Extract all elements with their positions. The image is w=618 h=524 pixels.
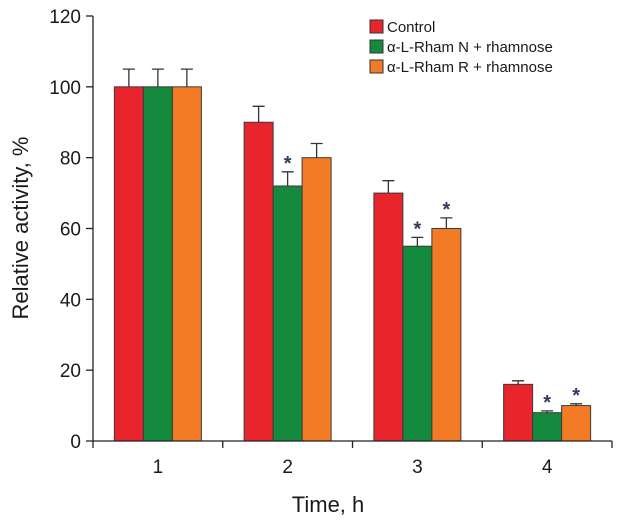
error-bar	[411, 236, 424, 247]
legend-label: Control	[387, 19, 435, 36]
legend-swatch	[369, 59, 384, 74]
error-bar	[180, 68, 193, 87]
error-bar	[512, 380, 525, 385]
y-axis-title: Relative activity, %	[8, 137, 33, 320]
significance-markers-group: * * * * *	[284, 153, 581, 414]
error-bar	[281, 171, 294, 186]
x-tick-label: 1	[153, 457, 164, 478]
x-axis-title: Time, h	[292, 492, 365, 517]
legend-swatch	[369, 39, 384, 54]
y-tick-label: 120	[49, 7, 81, 28]
significance-marker: *	[442, 199, 450, 221]
error-bar	[570, 403, 583, 406]
y-tick-label: 80	[60, 149, 81, 170]
bar	[373, 192, 404, 442]
y-tick-label: 20	[60, 361, 81, 382]
legend-label: α-L-Rham N + rhamnose	[387, 39, 553, 56]
y-axis-ticks: 0 20 40 60 80 100 120	[49, 7, 93, 453]
bar	[532, 412, 563, 442]
error-bar	[382, 180, 395, 194]
x-tick-label: 4	[542, 457, 553, 478]
bar	[243, 121, 274, 442]
error-bar	[122, 68, 135, 87]
bar	[561, 405, 592, 442]
y-tick-label: 0	[70, 432, 81, 453]
error-bars-group	[122, 68, 583, 413]
bar	[113, 86, 144, 442]
error-bar	[151, 68, 164, 87]
legend-label: α-L-Rham R + rhamnose	[387, 59, 553, 76]
plot-area: * * * * * 0 20 40 60 80 100 120 1 2 3 4	[49, 7, 613, 478]
bar	[171, 86, 202, 442]
bar	[301, 157, 332, 442]
y-tick-label: 40	[60, 290, 81, 311]
bar	[142, 86, 173, 442]
bar	[402, 245, 433, 442]
error-bar	[541, 410, 554, 413]
error-bar	[252, 105, 265, 123]
bar	[503, 383, 534, 442]
significance-marker: *	[543, 392, 551, 414]
y-tick-label: 100	[49, 78, 81, 99]
legend-swatch	[369, 19, 384, 34]
x-tick-label: 2	[282, 457, 293, 478]
bars-group	[113, 86, 592, 442]
significance-marker: *	[572, 385, 580, 407]
x-tick-label: 3	[412, 457, 423, 478]
y-tick-label: 60	[60, 220, 81, 241]
significance-marker: *	[284, 153, 292, 175]
error-bar	[310, 142, 323, 158]
x-axis-ticks: 1 2 3 4	[92, 441, 613, 478]
significance-marker: *	[413, 218, 421, 240]
bar	[272, 185, 303, 442]
error-bar	[440, 217, 453, 229]
bar	[431, 228, 462, 442]
legend: Control α-L-Rham N + rhamnose α-L-Rham R +…	[369, 19, 553, 76]
